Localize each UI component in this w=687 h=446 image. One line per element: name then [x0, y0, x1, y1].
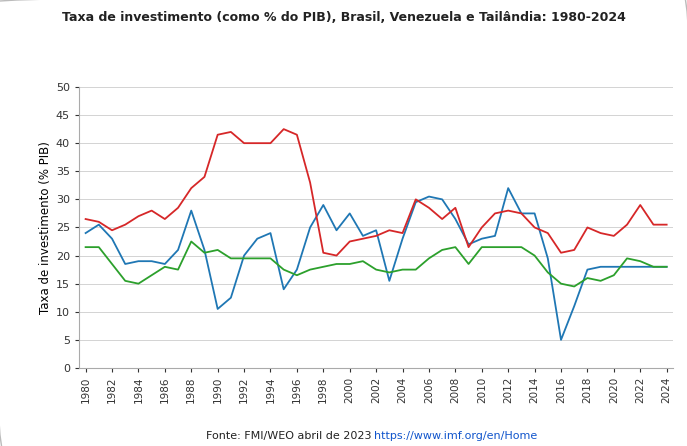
Y-axis label: Taxa de investimento (% PIB): Taxa de investimento (% PIB)	[38, 141, 52, 314]
Text: Taxa de investimento (como % do PIB), Brasil, Venezuela e Tailândia: 1980-2024: Taxa de investimento (como % do PIB), Br…	[62, 11, 625, 24]
Text: Fonte: FMI/WEO abril de 2023: Fonte: FMI/WEO abril de 2023	[206, 431, 375, 441]
Text: https://www.imf.org/en/Home: https://www.imf.org/en/Home	[374, 431, 538, 441]
